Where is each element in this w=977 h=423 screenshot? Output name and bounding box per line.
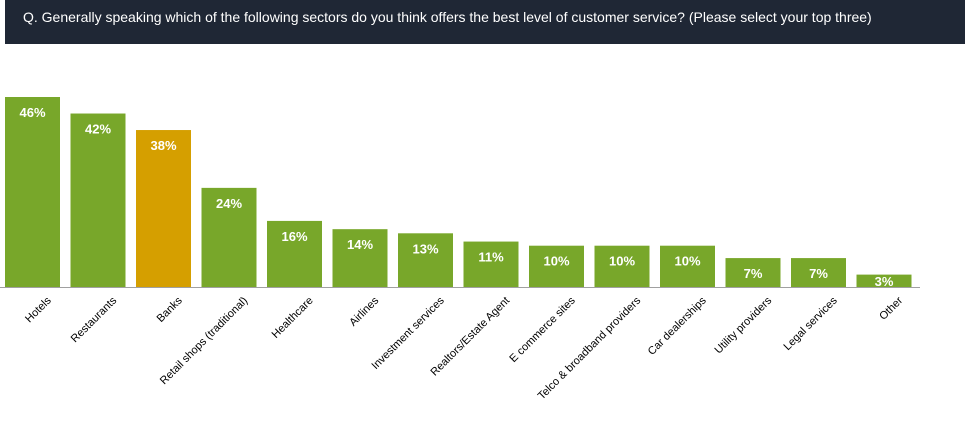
category-label: Utility providers bbox=[713, 294, 775, 356]
data-label: 10% bbox=[543, 254, 569, 269]
data-label: 3% bbox=[875, 274, 894, 289]
bar bbox=[791, 258, 846, 287]
bar bbox=[136, 130, 191, 287]
category-label: Banks bbox=[155, 294, 185, 324]
category-label: Healthcare bbox=[270, 295, 316, 341]
category-label: Other bbox=[877, 294, 905, 322]
data-label: 24% bbox=[216, 196, 242, 211]
category-label: Investment services bbox=[369, 294, 447, 372]
bar bbox=[201, 187, 257, 287]
category-label: Legal services bbox=[781, 294, 840, 353]
data-label: 7% bbox=[744, 266, 763, 281]
data-label: 7% bbox=[809, 266, 828, 281]
data-label: 42% bbox=[85, 122, 111, 137]
data-label: 13% bbox=[412, 241, 438, 256]
question-header: Q. Generally speaking which of the follo… bbox=[5, 0, 965, 44]
bar bbox=[660, 245, 715, 287]
bar bbox=[463, 241, 519, 287]
data-label: 10% bbox=[674, 254, 700, 269]
data-label: 38% bbox=[150, 138, 176, 153]
bar bbox=[856, 274, 912, 287]
category-label: Hotels bbox=[23, 294, 54, 325]
data-label: 46% bbox=[19, 105, 45, 120]
category-label: E commerce sites bbox=[507, 294, 578, 365]
data-label: 10% bbox=[609, 254, 635, 269]
bar bbox=[5, 97, 60, 287]
data-label: 16% bbox=[281, 229, 307, 244]
category-label: Car dealerships bbox=[646, 294, 709, 357]
data-label: 14% bbox=[347, 237, 373, 252]
bar bbox=[529, 245, 584, 287]
bar bbox=[70, 113, 126, 288]
bar bbox=[594, 245, 650, 287]
bar bbox=[398, 233, 453, 287]
category-label: Telco & broadband providers bbox=[536, 294, 644, 402]
question-text: Q. Generally speaking which of the follo… bbox=[23, 9, 872, 25]
bar bbox=[725, 258, 781, 287]
data-label: 11% bbox=[478, 250, 504, 265]
category-label: Airlines bbox=[347, 294, 381, 328]
bar bbox=[267, 220, 322, 287]
bar bbox=[332, 229, 388, 287]
category-label: Restaurants bbox=[69, 294, 120, 345]
